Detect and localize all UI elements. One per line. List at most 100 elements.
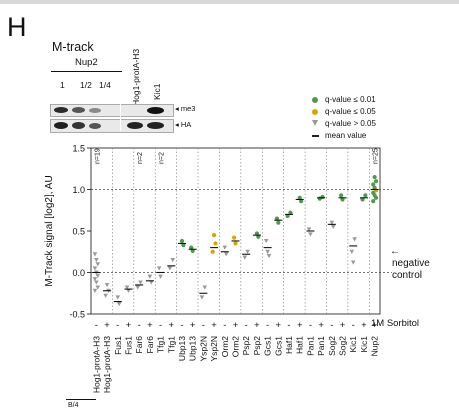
data-point <box>202 285 208 290</box>
blot-row-me3 <box>50 104 174 117</box>
x-tick-label: Kic1 <box>359 336 369 353</box>
n-label: n=2 <box>137 152 144 164</box>
bottom-underline <box>66 399 96 400</box>
data-point <box>223 252 229 257</box>
x-tick-label: Hog1-protA-H3 <box>91 336 101 393</box>
bottom-fragment: B/4 <box>68 402 79 409</box>
data-point <box>95 262 101 267</box>
data-point <box>350 260 356 265</box>
x-tick-label: Pan1 <box>316 336 326 356</box>
y-tick-label: -0.5 <box>69 310 85 320</box>
data-point <box>265 249 270 254</box>
data-point <box>190 248 195 254</box>
data-point <box>158 274 163 279</box>
sorbitol-sign: + <box>361 320 367 331</box>
y-tick-label: 0.0 <box>72 268 85 278</box>
data-point <box>104 282 110 288</box>
data-point <box>266 253 272 259</box>
data-point <box>126 288 131 293</box>
x-tick-label: Psp2 <box>241 336 251 356</box>
data-point <box>167 266 173 271</box>
sorbitol-sign: + <box>211 320 217 331</box>
sorbitol-sign: - <box>180 320 183 331</box>
data-point <box>330 224 336 230</box>
data-point <box>363 193 368 198</box>
y-tick-label: 1.0 <box>72 185 85 195</box>
sorbitol-sign: + <box>276 320 282 331</box>
n-label: n=2 <box>159 152 166 164</box>
blot-band <box>54 107 68 113</box>
data-point <box>373 179 379 184</box>
blot-band <box>127 122 143 129</box>
data-point <box>92 277 98 282</box>
x-tick-label: Orm2 <box>220 336 230 358</box>
x-tick-label: Fus1 <box>123 336 133 355</box>
data-point <box>199 295 205 300</box>
sorbitol-sign: - <box>159 320 162 331</box>
data-point <box>95 285 101 290</box>
data-point <box>222 245 228 250</box>
sorbitol-sign: + <box>168 320 174 331</box>
x-tick-label: Kic1 <box>348 336 358 353</box>
data-point <box>373 195 379 200</box>
blot-band <box>89 108 101 113</box>
data-point <box>92 266 98 271</box>
sorbitol-sign: + <box>190 320 196 331</box>
blot-band <box>147 122 164 129</box>
sorbitol-sign: - <box>138 320 141 331</box>
top-divider <box>0 0 459 4</box>
x-tick-label: Psp2 <box>252 336 262 356</box>
data-point <box>340 197 345 202</box>
data-point <box>94 258 99 263</box>
data-point <box>339 193 344 198</box>
negative-control-line1: negative <box>392 258 430 269</box>
sorbitol-sign: - <box>116 320 119 331</box>
data-point <box>94 280 99 285</box>
sorbitol-sign: + <box>372 320 378 331</box>
data-point <box>308 232 313 237</box>
sorbitol-label: 1M Sorbitol <box>371 318 420 329</box>
x-tick-label: Far6 <box>145 336 155 354</box>
data-point <box>135 285 141 290</box>
x-tick-label: Ysp2N <box>198 336 208 362</box>
blot-split <box>120 104 121 131</box>
data-point <box>371 199 376 204</box>
x-tick-label: Ubp13 <box>177 336 187 361</box>
data-point <box>210 249 215 254</box>
lane-label-1: 1 <box>60 80 65 90</box>
data-point <box>352 237 357 242</box>
x-tick-label: Far6 <box>134 336 144 354</box>
data-point <box>285 213 290 219</box>
data-point <box>276 220 281 225</box>
x-tick-label: Hog1-protA-H3 <box>102 336 112 393</box>
sorbitol-sign: - <box>287 320 290 331</box>
sorbitol-sign: + <box>318 320 324 331</box>
legend-marker-icon <box>312 120 318 126</box>
blot-label-me3: ◂ me3 <box>175 104 196 113</box>
data-point <box>92 288 98 293</box>
data-point <box>124 285 130 290</box>
data-point <box>189 245 194 250</box>
sorbitol-sign: - <box>95 320 98 331</box>
data-point <box>138 280 143 285</box>
negative-control-label: negative control <box>392 258 430 282</box>
data-point <box>306 227 312 232</box>
n-label: n=25 <box>373 148 380 164</box>
data-point <box>297 195 302 200</box>
blot-band <box>147 107 164 114</box>
blot-label-ha: ◂ HA <box>175 120 192 129</box>
data-point <box>256 234 261 239</box>
sorbitol-sign: + <box>104 320 110 331</box>
data-point <box>115 295 121 300</box>
negative-control-arrow: ← <box>390 246 400 257</box>
sorbitol-sign: + <box>340 320 346 331</box>
plot-frame <box>90 147 381 315</box>
data-point <box>317 196 322 201</box>
x-tick-label: Tfg1 <box>156 336 166 353</box>
data-point <box>349 249 355 254</box>
data-point <box>147 274 153 279</box>
data-point <box>92 252 98 257</box>
x-tick-label: Haf1 <box>284 336 294 354</box>
data-point <box>103 293 108 298</box>
data-point <box>372 174 377 180</box>
